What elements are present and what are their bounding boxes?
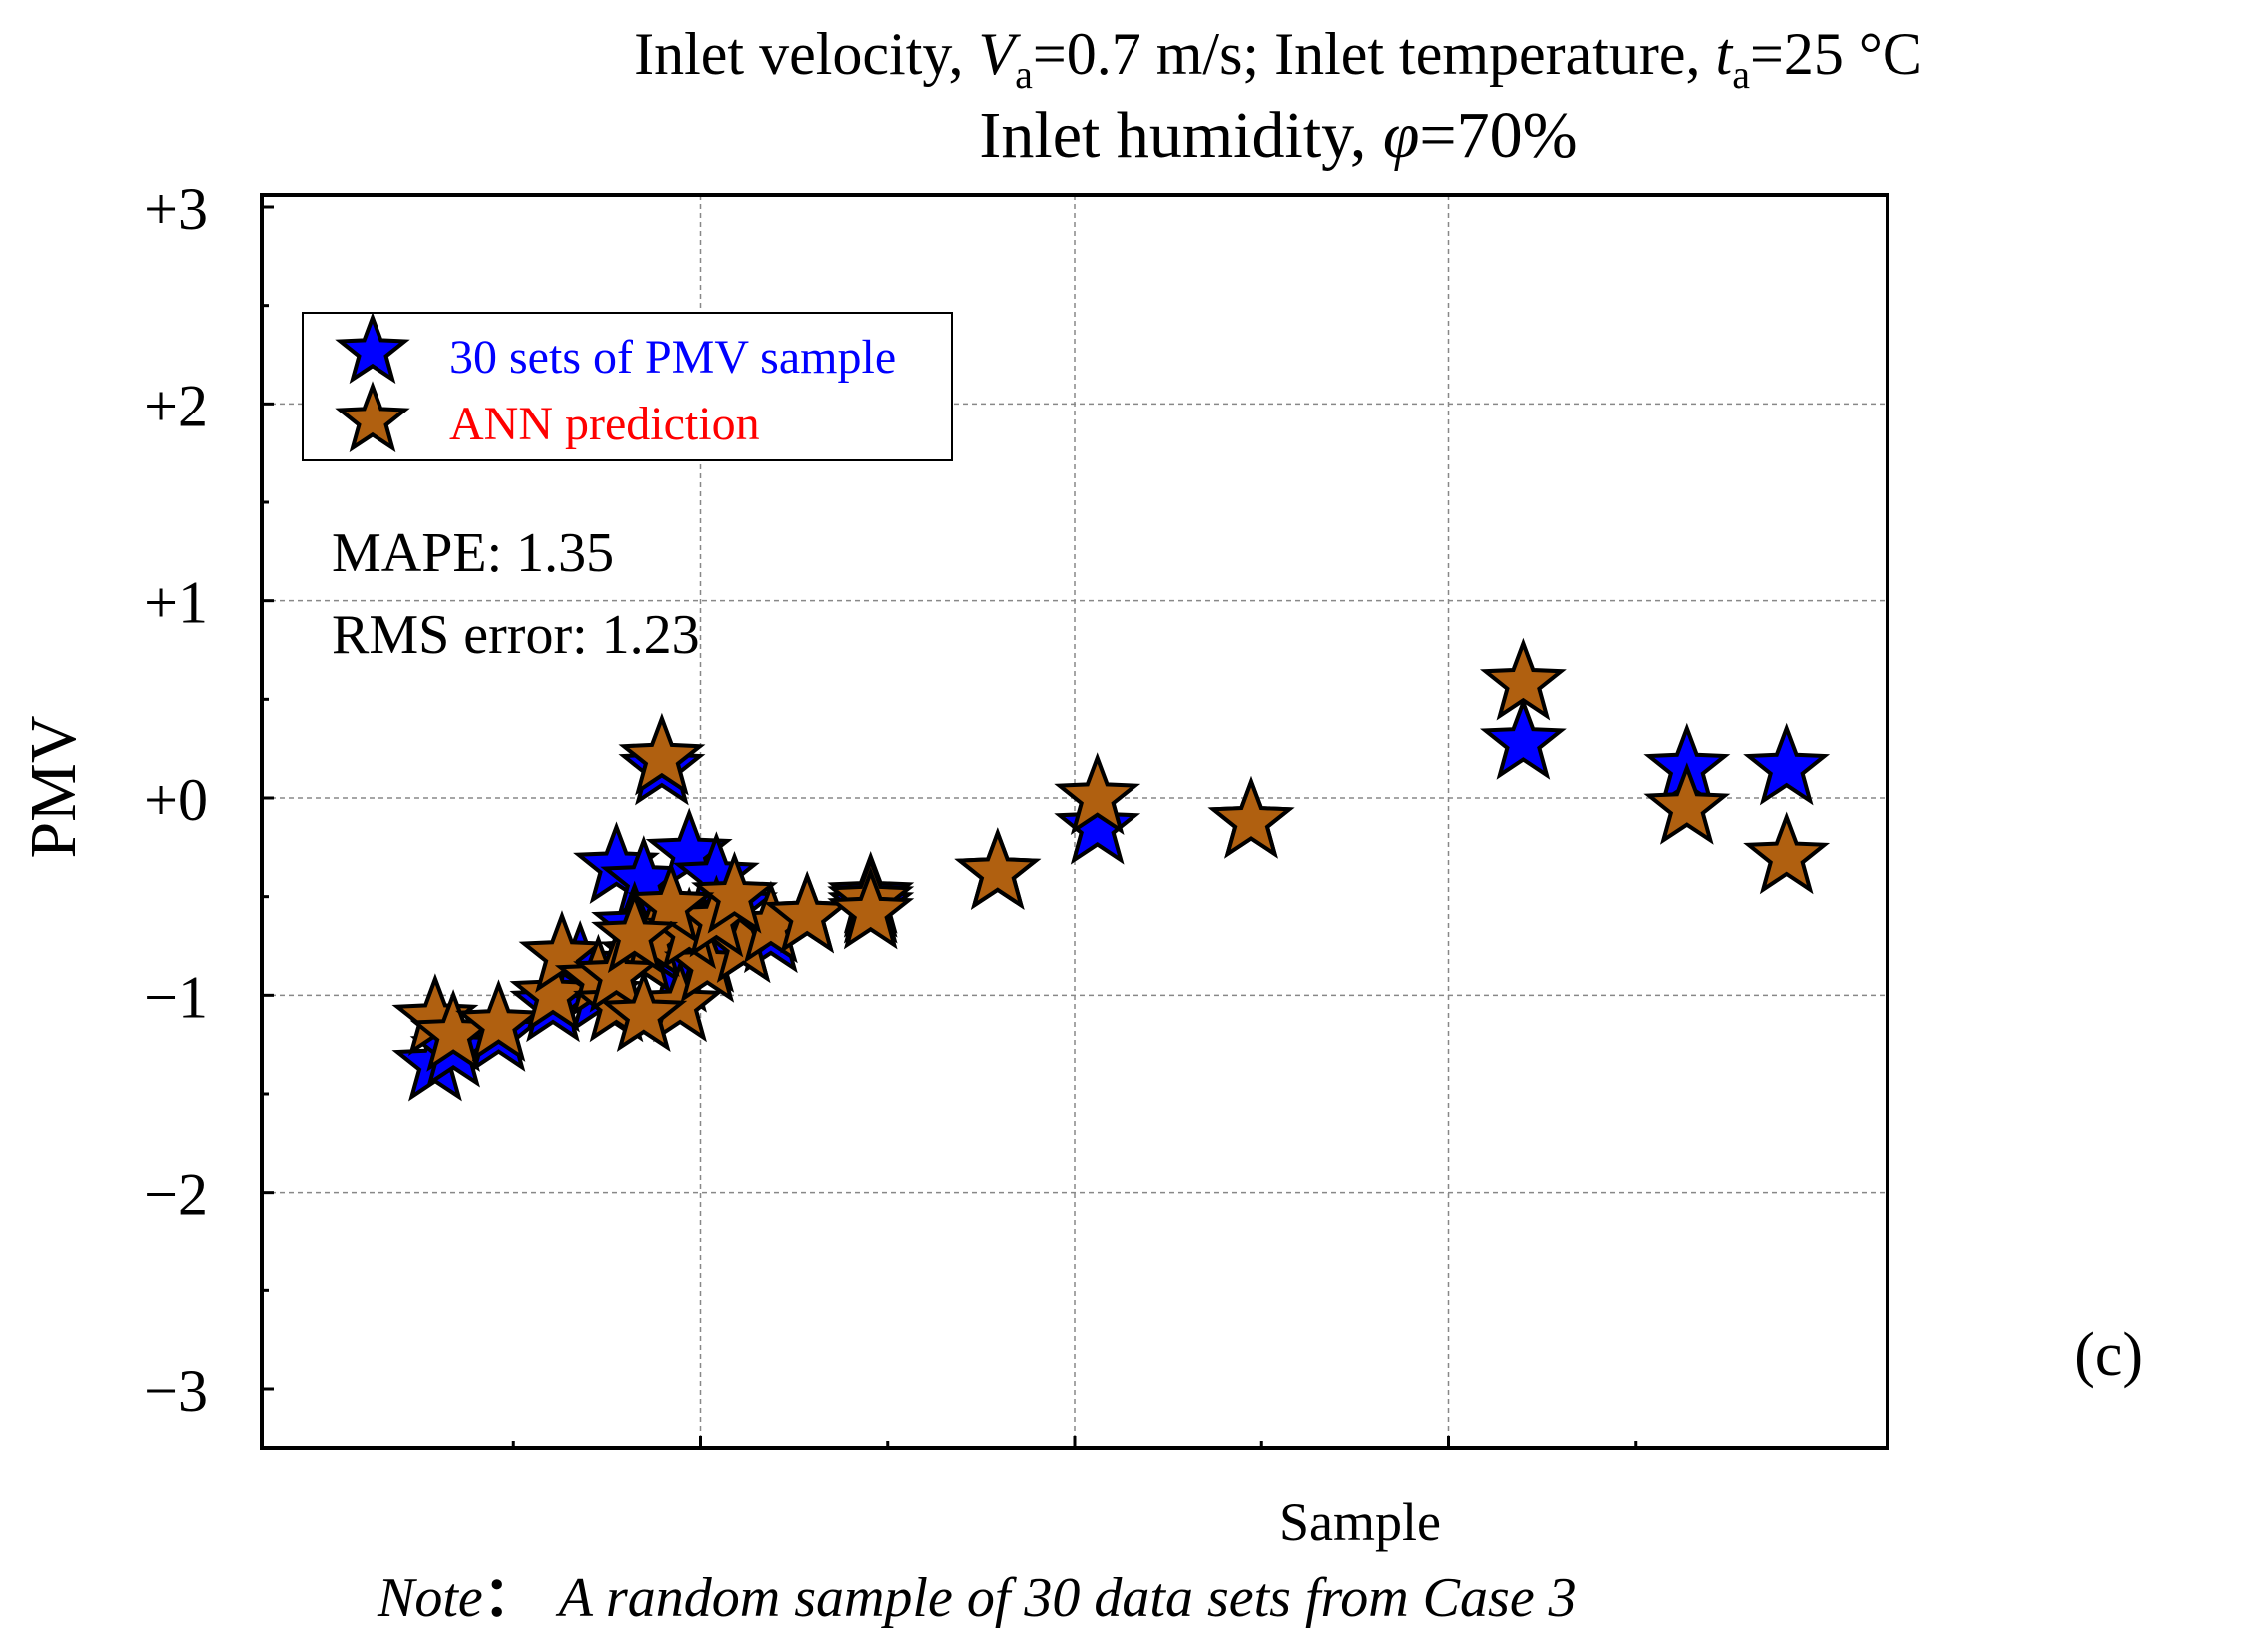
chart-title-line2: Inlet humidity, φ=70% xyxy=(979,99,1577,172)
mape-annotation: MAPE: 1.35 xyxy=(332,522,614,584)
series-1 xyxy=(391,637,1831,1072)
sample-point xyxy=(1479,696,1567,780)
y-tick-label: +1 xyxy=(144,570,208,636)
prediction-point xyxy=(1479,637,1567,721)
chart-title-line1: Inlet velocity, Va=0.7 m/s; Inlet temper… xyxy=(634,21,1922,97)
y-tick-label: −1 xyxy=(144,964,208,1030)
x-axis-label: Sample xyxy=(1279,1492,1441,1552)
prediction-point xyxy=(591,890,679,974)
y-tick-label: +2 xyxy=(144,373,208,438)
data-points xyxy=(391,637,1831,1102)
prediction-point xyxy=(455,979,542,1062)
legend-star-ann xyxy=(335,381,410,453)
sample-point xyxy=(1054,781,1141,865)
legend-star-sample xyxy=(335,312,410,385)
prediction-point xyxy=(600,969,688,1053)
legend-box xyxy=(302,312,953,461)
y-axis-label: PMV xyxy=(17,715,90,858)
plot-frame xyxy=(260,193,1889,1450)
rms-annotation: RMS error: 1.23 xyxy=(332,604,700,666)
prediction-point xyxy=(1743,811,1831,895)
series-0 xyxy=(391,696,1831,1102)
y-tick-label: +0 xyxy=(144,767,208,833)
panel-label: (c) xyxy=(2074,1321,2143,1389)
prediction-point xyxy=(1643,762,1731,845)
prediction-point xyxy=(518,910,606,993)
prediction-point xyxy=(954,827,1042,910)
prediction-point xyxy=(691,850,779,934)
legend: 30 sets of PMV sample ANN prediction xyxy=(302,312,953,461)
prediction-point xyxy=(1207,775,1295,859)
prediction-point xyxy=(618,712,706,796)
legend-marker-sample xyxy=(335,312,410,385)
prediction-point xyxy=(573,929,661,1013)
legend-label-sample: 30 sets of PMV sample xyxy=(449,331,896,384)
footnote: Note： A random sample of 30 data sets fro… xyxy=(377,1567,1577,1629)
legend-marker-ann xyxy=(335,381,410,453)
y-axis: +3 +2 +1 +0 −1 −2 −3 xyxy=(144,176,274,1424)
y-tick-label: −2 xyxy=(144,1162,208,1228)
sample-point xyxy=(1743,722,1831,806)
prediction-point xyxy=(827,866,915,950)
y-tick-label: +3 xyxy=(144,176,208,242)
y-tick-label: −3 xyxy=(144,1358,208,1424)
prediction-point xyxy=(1054,752,1141,836)
legend-label-ann: ANN prediction xyxy=(449,398,760,450)
